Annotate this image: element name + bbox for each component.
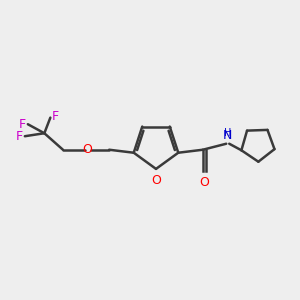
Text: O: O (82, 143, 92, 156)
Text: O: O (151, 174, 161, 187)
Text: F: F (15, 130, 22, 143)
Text: N: N (223, 129, 232, 142)
Text: F: F (18, 118, 26, 131)
Text: H: H (224, 128, 231, 138)
Text: F: F (52, 110, 59, 123)
Text: O: O (199, 176, 209, 188)
